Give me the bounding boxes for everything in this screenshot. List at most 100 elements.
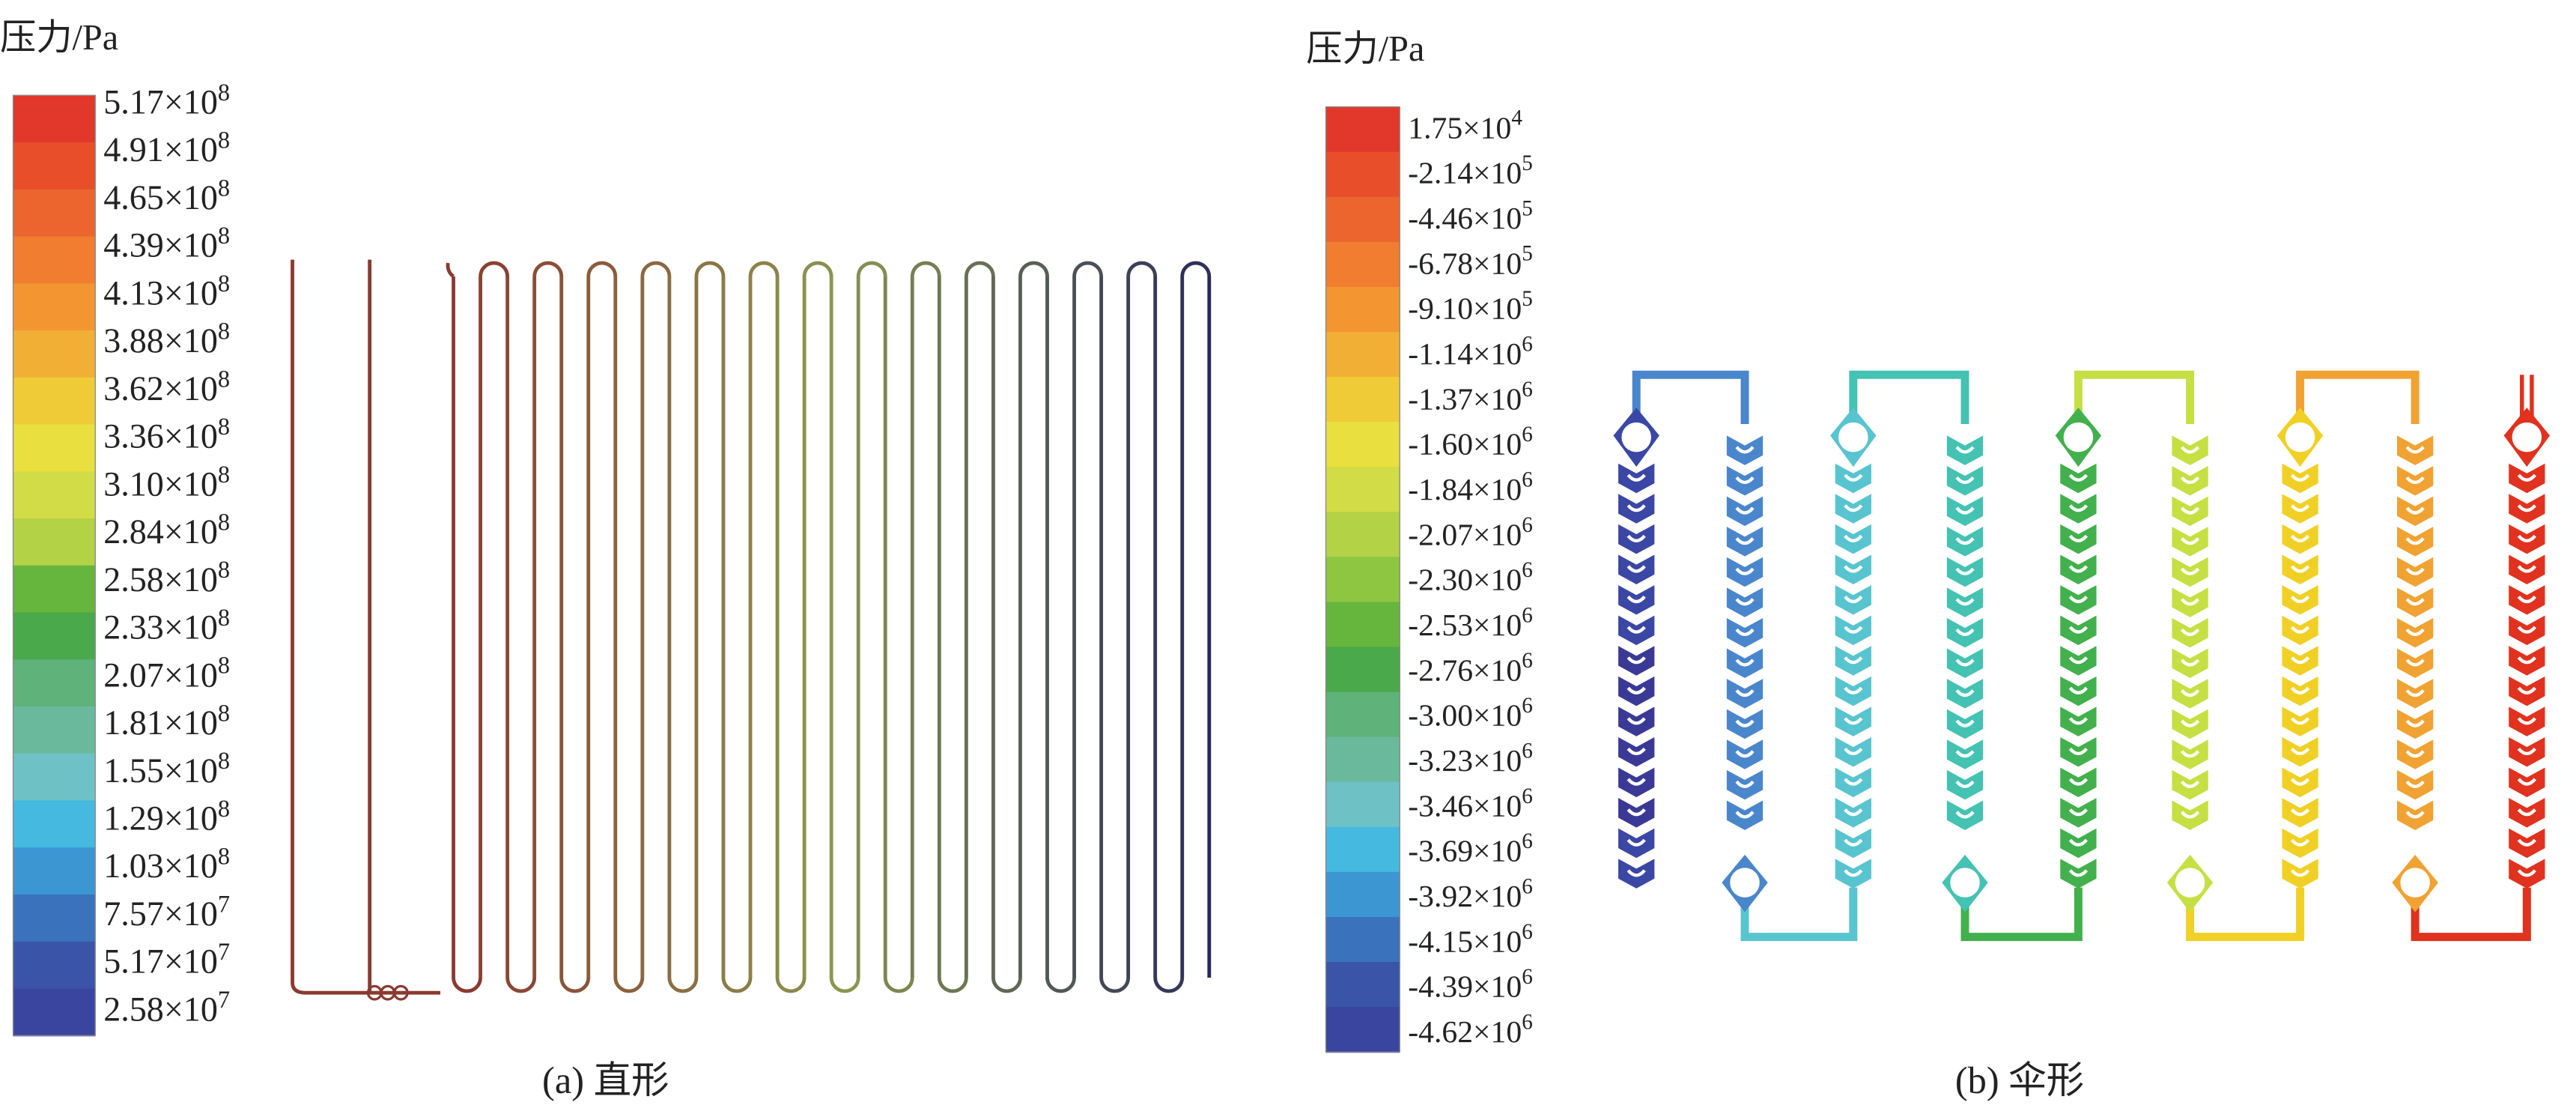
colorbar-band [13, 236, 96, 285]
channel-bend [1045, 977, 1076, 993]
umbrella-gap [2517, 686, 2537, 694]
umbrella-gap [2405, 506, 2425, 515]
connector [2186, 887, 2305, 942]
label-exponent: 7 [218, 938, 230, 965]
umbrella-gap [1626, 808, 1646, 817]
umbrella-gap [1735, 780, 1755, 788]
umbrella-cell [1946, 587, 1984, 617]
label-base: -2.14×10 [1408, 157, 1522, 191]
colorbar-label: 1.03×108 [103, 843, 230, 886]
colorbar-band [13, 800, 96, 849]
umbrella-gap [2405, 688, 2425, 697]
channel-bend [479, 261, 510, 277]
colorbar-label: 2.84×108 [103, 509, 230, 551]
colorbar-band [1325, 467, 1400, 513]
umbrella-gap [2068, 717, 2089, 725]
colorbar-frame [1325, 106, 1400, 1053]
umbrella-gap [2068, 869, 2089, 877]
colorbar-label: -2.14×105 [1408, 151, 1533, 191]
label-exponent: 6 [1522, 603, 1533, 627]
colorbar-label: 7.57×107 [103, 890, 230, 933]
chamber-hole [2063, 422, 2094, 452]
umbrella-gap [2290, 808, 2310, 817]
umbrella-gap [2517, 626, 2537, 634]
colorbar-label: 1.55×108 [103, 747, 230, 790]
colorbar-band [1325, 422, 1400, 468]
umbrella-gap [2068, 565, 2089, 573]
umbrella-gap [1626, 747, 1646, 756]
umbrella-gap [2517, 504, 2537, 512]
connector [2074, 370, 2195, 425]
chamber-hole [1730, 868, 1760, 897]
label-exponent: 6 [1522, 649, 1533, 673]
connector [2411, 887, 2531, 942]
umbrella-gap [1735, 506, 1755, 515]
label-base: -3.23×10 [1408, 744, 1522, 778]
label-base: -3.92×10 [1408, 880, 1522, 914]
caption: (a) 直形 [542, 1059, 669, 1101]
label-exponent: 8 [218, 509, 230, 536]
umbrella-gap [2517, 473, 2537, 482]
colorbar-band [13, 189, 96, 237]
umbrella-gap [1955, 688, 1975, 697]
umbrella-gap [1844, 686, 1863, 694]
label-exponent: 6 [1522, 784, 1533, 808]
channel-bend [1072, 261, 1104, 277]
umbrella-gap [2517, 808, 2537, 817]
umbrella-gap [1735, 628, 1755, 637]
channel-bend [694, 261, 726, 277]
label-exponent: 8 [218, 318, 230, 345]
colorbar-band [13, 518, 96, 566]
umbrella-gap [2290, 656, 2310, 665]
connector [1849, 370, 1969, 425]
colorbar-label: -3.92×106 [1408, 874, 1533, 914]
colorbar-frame [12, 94, 96, 1036]
umbrella-gap [2405, 659, 2425, 667]
label-exponent: 6 [1522, 694, 1533, 718]
umbrella-gap [2405, 719, 2425, 727]
umbrella-gap [1844, 747, 1863, 756]
umbrella-cell [2282, 524, 2318, 554]
umbrella-gap [1626, 778, 1646, 786]
umbrella-gap [2068, 534, 2089, 542]
chamber-hole [2175, 868, 2205, 897]
caption: (b) 伞形 [1955, 1059, 2084, 1101]
umbrella-gap [2290, 778, 2310, 786]
colorbar-band [1325, 106, 1400, 153]
umbrella-gap [2290, 626, 2310, 634]
umbrella-gap [2405, 598, 2425, 606]
umbrella-gap [2405, 537, 2425, 545]
umbrella-gap [1626, 534, 1646, 542]
umbrella-gap [2068, 473, 2089, 482]
label-exponent: 8 [218, 699, 230, 726]
umbrella-gap [2180, 567, 2200, 575]
label-base: -4.46×10 [1408, 202, 1522, 236]
umbrella-gap [2180, 780, 2200, 788]
umbrella-gap [1626, 656, 1646, 665]
umbrella-gap [1626, 626, 1646, 634]
umbrella-gap [2180, 506, 2200, 515]
umbrella-gap [1955, 659, 1975, 667]
channel-bend [452, 977, 483, 993]
colorbar-band [13, 424, 96, 473]
umbrella-gap [1626, 595, 1646, 604]
umbrella-cell [1726, 557, 1764, 587]
umbrella-gap [1626, 565, 1646, 573]
umbrella-gap [1626, 504, 1646, 512]
colorbar-label: 2.58×108 [103, 556, 230, 599]
colorbar-band [13, 894, 96, 942]
channel-bend [991, 977, 1022, 993]
figure-content: 压力/Pa5.17×1084.91×1084.65×1084.39×1084.1… [0, 18, 2551, 1101]
umbrella-gap [1955, 476, 1975, 485]
channel-bend [667, 977, 699, 993]
channel-bend [748, 261, 780, 277]
umbrella-gap [2068, 686, 2089, 694]
channel-bend [802, 261, 833, 277]
label-base: -2.76×10 [1408, 653, 1522, 688]
label-base: 3.62×10 [103, 369, 218, 408]
label-exponent: 6 [1522, 829, 1533, 853]
chamber-hole [2400, 868, 2430, 897]
colorbar-band [13, 330, 96, 378]
colorbar-band [13, 142, 96, 190]
colorbar-band [1325, 377, 1400, 423]
